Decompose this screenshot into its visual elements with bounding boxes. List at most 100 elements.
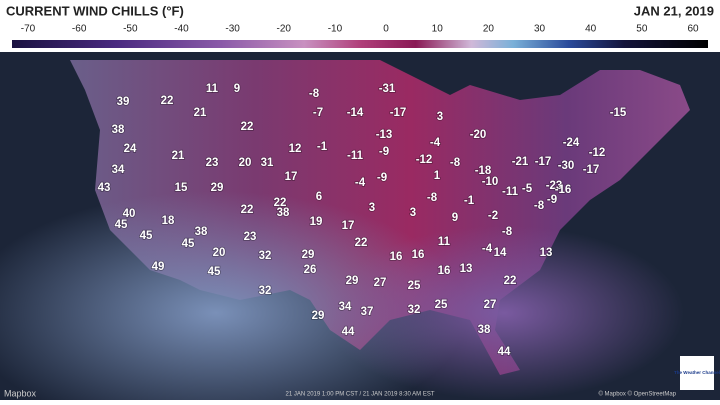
temperature-label: 45 [140,230,153,242]
temperature-label: 16 [438,265,451,277]
colorbar-tick: -20 [277,24,292,35]
temperature-label: 25 [435,299,448,311]
temperature-label: 39 [117,96,130,108]
temperature-label: -4 [430,137,441,149]
colorbar-tick: 30 [534,24,546,35]
temperature-label: 44 [498,346,511,358]
temperature-label: 22 [241,204,254,216]
temperature-label: 1 [434,170,441,182]
temperature-label: 27 [374,277,387,289]
temperature-label: 21 [194,107,207,119]
temperature-label: -23 [546,180,563,192]
temperature-label: -7 [313,107,323,119]
colorbar-tick: 50 [636,24,648,35]
temperature-label: 20 [239,157,252,169]
colorbar-tick: -40 [174,24,189,35]
colorbar-tick: -50 [123,24,138,35]
temperature-label: -16 [555,184,572,196]
temperature-label: -9 [377,172,387,184]
logo: The Weather Channel [674,370,720,375]
date: JAN 21, 2019 [634,3,714,18]
temperature-label: 3 [369,202,375,214]
temperature-label: -14 [347,107,364,119]
colorbar-tick: -70 [21,24,36,35]
temperature-label: 43 [98,182,111,194]
temperature-label: -18 [475,165,492,177]
temperature-label: 32 [259,250,272,262]
temperature-label: 23 [244,231,257,243]
temperature-label: -20 [470,129,487,141]
logo-box [680,356,714,390]
temperature-label: 13 [540,247,553,259]
temperature-label: 26 [304,264,317,276]
temperature-label: 11 [206,83,219,95]
temperature-label: -2 [488,210,498,222]
temperature-label: 18 [162,215,175,227]
temperature-label: 24 [124,143,137,155]
temperature-label: -15 [610,107,627,119]
temperature-label: 32 [259,285,272,297]
temperature-label: -8 [427,192,438,204]
attribution: © Mapbox © OpenStreetMap [598,391,676,398]
temperature-label: 22 [241,121,254,133]
temperature-label: -8 [534,200,545,212]
credit: Mapbox [4,388,37,398]
temperature-label: 38 [478,324,491,336]
temperature-label: -1 [464,195,475,207]
colorbar-tick: -10 [328,24,343,35]
temperature-label: 29 [346,275,359,287]
temperature-label: 9 [452,212,458,224]
temperature-label: 49 [152,261,165,273]
temperature-label: 3 [437,111,443,123]
colorbar-tick: 0 [383,24,389,35]
colorbar-tick: 40 [585,24,597,35]
temperature-label: 44 [342,326,355,338]
temperature-label: 22 [161,95,174,107]
temperature-label: 3 [410,207,416,219]
temperature-label: 38 [277,207,290,219]
temperature-label: -31 [379,83,396,95]
temperature-label: 38 [112,124,125,136]
temperature-label: 23 [206,157,219,169]
temperature-label: 17 [342,220,355,232]
title: CURRENT WIND CHILLS (°F) [6,3,184,18]
temperature-label: -12 [416,154,433,166]
temperature-label: 25 [408,280,421,292]
temperature-label: -9 [379,146,389,158]
temperature-label: 34 [339,301,352,313]
temperature-label: -17 [535,156,552,168]
colorbar-tick: 60 [687,24,699,35]
temperature-label: 16 [412,249,425,261]
temperature-label: 13 [460,263,473,275]
temperature-label: 29 [211,182,224,194]
temperature-label: 31 [261,157,274,169]
temperature-label: -12 [589,147,606,159]
temperature-label: -30 [558,160,575,172]
temperature-label: 20 [213,247,226,259]
temperature-label: -24 [563,137,580,149]
temperature-label: 9 [234,83,240,95]
temperature-label: -8 [309,88,320,100]
temperature-label: 14 [494,247,507,259]
colorbar-tick: -30 [225,24,240,35]
temperature-label: 34 [112,164,125,176]
temperature-label: 16 [390,251,403,263]
temperature-label: -4 [355,177,366,189]
temperature-label: 6 [316,191,322,203]
temperature-label: 29 [312,310,325,322]
temperature-label: -5 [522,183,533,195]
colorbar-tick: 20 [483,24,495,35]
colorbar-tick: 10 [432,24,444,35]
temperature-label: 29 [302,249,315,261]
temperature-label: -11 [347,150,364,162]
timestamp: 21 JAN 2019 1:00 PM CST / 21 JAN 2019 8:… [286,392,435,398]
temperature-label: 17 [285,171,298,183]
temperature-label: -10 [482,176,499,188]
temperature-label: -13 [376,129,393,141]
temperature-label: 22 [355,237,368,249]
temperature-label: 15 [175,182,188,194]
temperature-label: 11 [438,236,451,248]
temperature-label: -9 [547,194,557,206]
mild-area [0,52,720,400]
temperature-label: -11 [502,186,519,198]
